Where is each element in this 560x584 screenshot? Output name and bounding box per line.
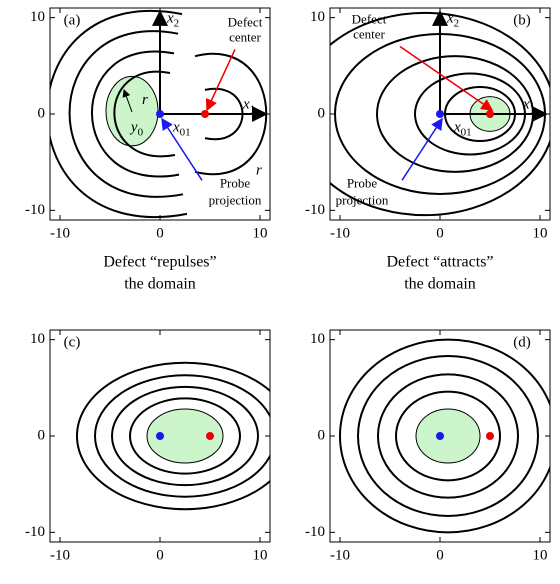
symbol: x bbox=[166, 11, 174, 27]
x01-label: x01 bbox=[172, 120, 191, 138]
plot-area bbox=[339, 338, 550, 534]
contour bbox=[395, 390, 501, 482]
y-tick-label: 10 bbox=[310, 9, 325, 25]
caption: the domain bbox=[124, 276, 196, 293]
defect-point bbox=[486, 110, 494, 118]
probe-point bbox=[436, 432, 444, 440]
contour bbox=[68, 30, 184, 198]
probe-projection-label: projection bbox=[336, 192, 389, 207]
caption: the domain bbox=[404, 276, 476, 293]
symbol: y bbox=[129, 120, 138, 136]
panel-label: (d) bbox=[513, 334, 531, 350]
contour bbox=[90, 50, 180, 178]
defect-center-label: center bbox=[353, 27, 385, 42]
defect-point bbox=[201, 110, 209, 118]
subscript: 01 bbox=[180, 126, 191, 138]
x-tick-label: -10 bbox=[330, 547, 350, 563]
probe-arrow bbox=[161, 117, 203, 181]
y-tick-label: 0 bbox=[318, 427, 326, 443]
x2-label: x2 bbox=[446, 11, 459, 29]
symbol: x bbox=[172, 120, 180, 136]
defect-point bbox=[206, 432, 214, 440]
x1-label: x1 bbox=[242, 97, 255, 115]
contour bbox=[339, 338, 550, 534]
y-tick-label: 0 bbox=[38, 105, 46, 121]
contour bbox=[111, 385, 259, 487]
probe-arrow bbox=[401, 117, 443, 181]
r-label: r bbox=[256, 162, 262, 178]
y-tick-label: 10 bbox=[310, 331, 325, 347]
probe-projection-label: Probe bbox=[220, 175, 251, 190]
defect-center-label: center bbox=[229, 29, 261, 44]
caption: Defect “repulses” bbox=[103, 254, 216, 271]
y-tick-label: 10 bbox=[30, 331, 45, 347]
contour bbox=[377, 373, 519, 499]
contour bbox=[94, 374, 270, 498]
x-tick-label: 10 bbox=[253, 547, 268, 563]
x-tick-label: 0 bbox=[436, 225, 444, 241]
x-tick-label: -10 bbox=[50, 547, 70, 563]
y-tick-label: -10 bbox=[25, 524, 45, 540]
y-tick-label: 0 bbox=[38, 427, 46, 443]
x-tick-label: -10 bbox=[330, 225, 350, 241]
x-tick-label: 0 bbox=[156, 225, 164, 241]
y0-label: y0 bbox=[129, 120, 144, 138]
r-label: r bbox=[142, 92, 148, 108]
probe-point bbox=[156, 432, 164, 440]
x-tick-label: 0 bbox=[156, 547, 164, 563]
contour bbox=[113, 70, 176, 158]
subscript: 1 bbox=[250, 103, 256, 115]
probe-point bbox=[156, 110, 164, 118]
domain bbox=[146, 408, 224, 464]
y-tick-label: -10 bbox=[25, 202, 45, 218]
contour bbox=[357, 355, 539, 517]
subscript: 1 bbox=[530, 103, 536, 115]
domain bbox=[415, 408, 481, 464]
probe-projection-label: projection bbox=[209, 192, 262, 207]
contour bbox=[50, 10, 188, 218]
symbol: x bbox=[242, 97, 250, 113]
panel-label: (c) bbox=[64, 334, 81, 350]
x-tick-label: 0 bbox=[436, 547, 444, 563]
x-tick-label: 10 bbox=[533, 547, 548, 563]
subscript: 0 bbox=[138, 126, 144, 138]
y-tick-label: -10 bbox=[305, 524, 325, 540]
symbol: x bbox=[522, 97, 530, 113]
probe-point bbox=[436, 110, 444, 118]
subscript: 2 bbox=[174, 17, 180, 29]
x-tick-label: 10 bbox=[533, 225, 548, 241]
caption: Defect “attracts” bbox=[386, 254, 493, 271]
x-tick-label: -10 bbox=[50, 225, 70, 241]
symbol: x bbox=[446, 11, 454, 27]
x-tick-label: 10 bbox=[253, 225, 268, 241]
contour bbox=[76, 361, 270, 511]
panel-label: (a) bbox=[64, 12, 81, 28]
plot-area bbox=[76, 361, 270, 511]
x1-label: x1 bbox=[522, 97, 535, 115]
probe-projection-label: Probe bbox=[347, 175, 378, 190]
subscript: 2 bbox=[454, 17, 460, 29]
symbol: x bbox=[453, 120, 461, 136]
contour bbox=[129, 397, 241, 475]
panel-label: (b) bbox=[513, 12, 531, 28]
y-tick-label: -10 bbox=[305, 202, 325, 218]
defect-center-label: Defect bbox=[228, 14, 263, 29]
defect-point bbox=[486, 432, 494, 440]
defect-center-label: Defect bbox=[352, 12, 387, 27]
y-tick-label: 10 bbox=[30, 9, 45, 25]
defect-arrow bbox=[205, 49, 236, 112]
x01-label: x01 bbox=[453, 120, 472, 138]
r-arrow bbox=[122, 88, 133, 113]
y-tick-label: 0 bbox=[318, 105, 326, 121]
x2-label: x2 bbox=[166, 11, 179, 29]
defect-arrow bbox=[399, 45, 494, 111]
subscript: 01 bbox=[461, 126, 472, 138]
contour bbox=[330, 11, 550, 217]
